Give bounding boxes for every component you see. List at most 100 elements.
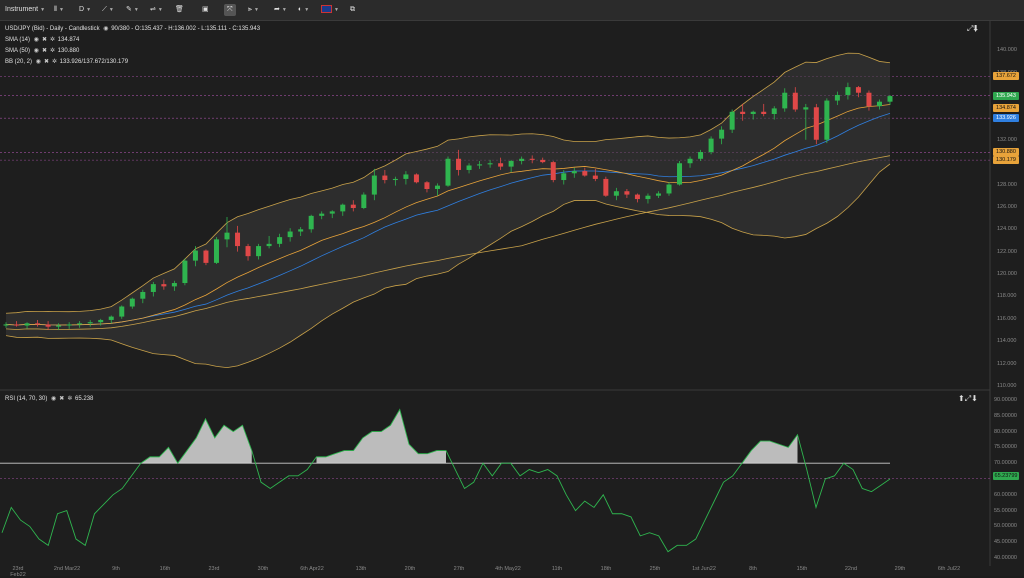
candle xyxy=(666,182,672,196)
arrow-down-icon[interactable]: ⬇ xyxy=(971,394,978,403)
chart-canvas[interactable] xyxy=(0,21,1024,576)
close-icon[interactable]: ✖ xyxy=(43,59,49,65)
candle xyxy=(140,289,146,304)
uk-flag-icon xyxy=(321,5,332,14)
candle xyxy=(508,159,514,173)
expand-icon: ⤧ xyxy=(227,6,233,13)
eye-icon[interactable]: ◉ xyxy=(33,48,39,54)
candle-body xyxy=(445,158,451,186)
rsi-tick-label: 80.00000 xyxy=(994,428,1017,435)
candle-body xyxy=(824,100,830,140)
candle-body xyxy=(592,175,598,179)
fibonacci-button[interactable]: ⇌ ▼ xyxy=(150,4,163,16)
candle-body xyxy=(582,171,588,176)
bb-lower-line xyxy=(5,163,891,369)
chart-type-button[interactable]: ⫴ ▼ xyxy=(54,4,64,16)
interval-menu[interactable]: D ▼ xyxy=(79,4,91,16)
expand-icon[interactable]: ⤢ xyxy=(964,394,972,403)
candle-body xyxy=(66,324,72,326)
price-tick-label: 122.000 xyxy=(997,248,1017,255)
gear-icon[interactable]: ✲ xyxy=(51,59,57,65)
eye-icon[interactable]: ◉ xyxy=(51,396,56,402)
gear-icon[interactable]: ✲ xyxy=(49,37,55,43)
pencil-button[interactable]: ✎ ▼ xyxy=(126,4,139,16)
indicator-bb[interactable]: BB (20, 2) ◉ ✖ ✲ 133.926/137.672/130.179 xyxy=(5,58,128,65)
candle xyxy=(24,322,30,329)
rsi-legend[interactable]: RSI (14, 70, 30) ◉ ✖ ✲ 65.238 xyxy=(5,395,93,402)
rsi-panel-controls[interactable]: ⬆⤢⬇ xyxy=(958,394,978,404)
candle xyxy=(466,163,472,174)
candle-body xyxy=(119,306,125,317)
draw-line-button[interactable]: ⟋ ▼ xyxy=(102,4,114,16)
candle-body xyxy=(266,243,272,247)
candle-body xyxy=(298,229,304,232)
popout-icon: ⧉ xyxy=(350,6,355,13)
candle xyxy=(445,156,451,187)
arrow-down-icon[interactable]: ⬇ xyxy=(973,24,979,33)
price-tick-label: 132.000 xyxy=(997,136,1017,143)
gear-icon[interactable]: ✲ xyxy=(67,396,72,402)
candle xyxy=(287,228,293,242)
close-icon[interactable]: ✖ xyxy=(59,396,64,402)
time-tick-label: 1st Jun22 xyxy=(692,566,716,572)
indicator-sma14[interactable]: SMA (14) ◉ ✖ ✲ 134.874 xyxy=(5,36,79,43)
time-tick-label: 27th xyxy=(453,566,465,572)
time-tick-label: 25th xyxy=(649,566,661,572)
price-tag: 130.179 xyxy=(993,156,1019,165)
fullscreen-button[interactable]: ⤧ xyxy=(224,4,236,16)
candle-body xyxy=(571,171,577,174)
instrument-menu[interactable]: Instrument ▼ xyxy=(5,4,45,16)
bb-middle-line xyxy=(5,113,891,326)
candle-body xyxy=(56,325,62,327)
language-button[interactable]: ▼ xyxy=(321,4,339,16)
interval-label: D xyxy=(79,6,85,13)
eye-icon[interactable]: ◉ xyxy=(33,37,39,43)
candle-body xyxy=(203,250,209,263)
share-icon: ➦ xyxy=(274,6,280,13)
candle-body xyxy=(613,191,619,196)
close-icon[interactable]: ✖ xyxy=(41,37,47,43)
theme-button[interactable]: ◐ ▼ xyxy=(298,4,309,16)
candle-body xyxy=(171,283,177,287)
trash-button[interactable]: 🗑 xyxy=(175,4,184,16)
candle xyxy=(56,323,62,331)
candle-body xyxy=(634,194,640,200)
rsi-series xyxy=(0,408,990,553)
expand-icon[interactable]: ⤢ xyxy=(967,24,974,33)
candle xyxy=(150,281,156,297)
rsi-tick-label: 50.00000 xyxy=(994,523,1017,530)
indicator-sma50[interactable]: SMA (50) ◉ ✖ ✲ 130.880 xyxy=(5,47,79,54)
sma14-line xyxy=(5,104,891,326)
time-tick-label: 9th xyxy=(112,566,120,572)
layout-button[interactable]: ▣ xyxy=(202,4,209,16)
time-tick-label: 23rd xyxy=(208,566,220,572)
candle-body xyxy=(487,163,493,165)
candle-body xyxy=(677,163,683,185)
chevron-down-icon: ▼ xyxy=(253,7,259,13)
candle-body xyxy=(855,87,861,93)
arrow-up-icon[interactable]: ⬆ xyxy=(958,394,965,403)
close-icon[interactable]: ✖ xyxy=(41,48,47,54)
rsi-value: 65.238 xyxy=(75,396,94,402)
palette-icon: ◐ xyxy=(298,6,303,13)
chevron-down-icon: ▼ xyxy=(157,7,163,13)
indicators-button[interactable]: ⫸ ▼ xyxy=(248,4,259,16)
share-button[interactable]: ➦ ▼ xyxy=(274,4,287,16)
panel-controls[interactable]: ⤢⬇ xyxy=(967,24,978,34)
candlestick-icon: ⫴ xyxy=(54,6,57,13)
candle xyxy=(434,183,440,196)
gear-icon[interactable]: ✲ xyxy=(49,48,55,54)
candle-body xyxy=(729,111,735,130)
time-tick-label: 8th xyxy=(749,566,757,572)
candle-body xyxy=(866,92,872,107)
candle xyxy=(456,149,462,176)
candle xyxy=(308,214,314,233)
eye-icon[interactable]: ◉ xyxy=(35,59,41,65)
chart-panel[interactable]: USD/JPY (Bid) - Daily - Candlestick ◉ 90… xyxy=(0,21,1024,578)
candle xyxy=(582,167,588,177)
candle xyxy=(350,200,356,212)
candle-body xyxy=(224,232,230,240)
candle xyxy=(740,103,746,121)
pencil-icon: ✎ xyxy=(126,6,132,13)
popout-button[interactable]: ⧉ xyxy=(350,4,355,16)
